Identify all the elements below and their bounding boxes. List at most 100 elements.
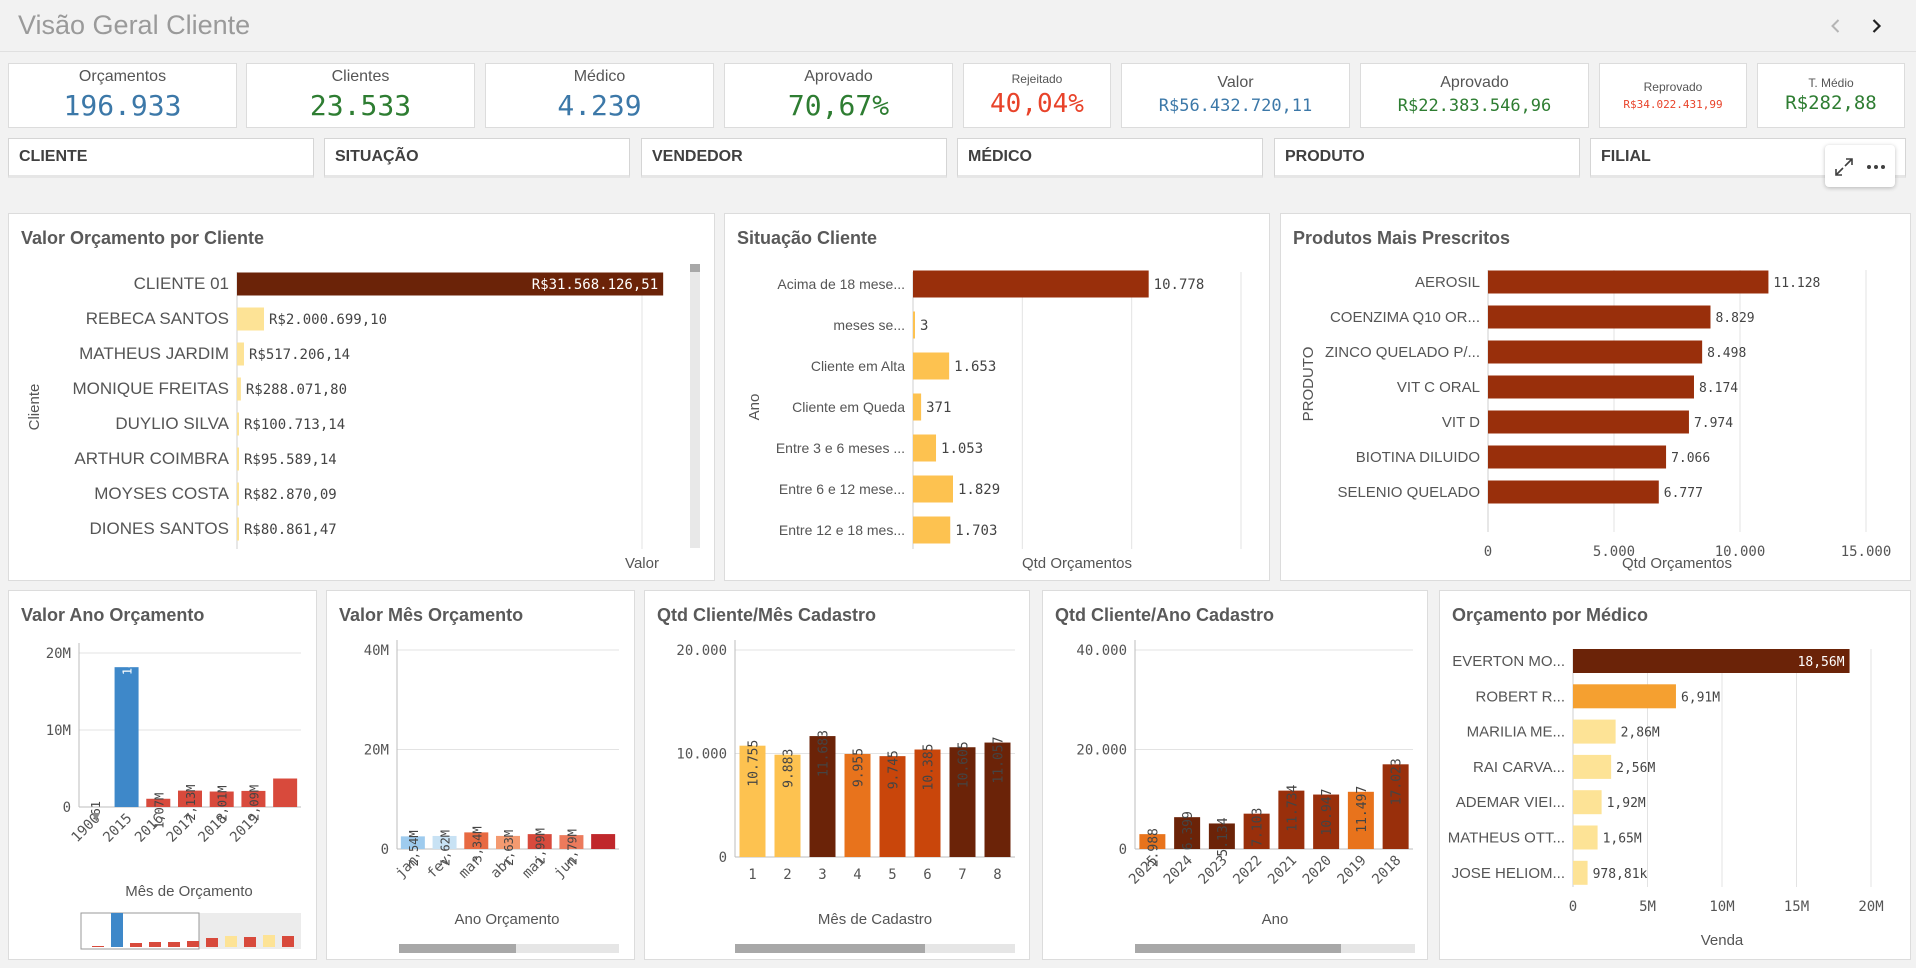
tick-label: 0 (1484, 544, 1492, 560)
tick-label: 0 (63, 800, 71, 816)
category-label: VIT C ORAL (1397, 379, 1480, 396)
data-label: 8.829 (1715, 311, 1754, 326)
tick-label: 5 (888, 867, 896, 883)
scrollbar-thumb[interactable] (1135, 944, 1341, 953)
kpi-orcamentos[interactable]: Orçamentos 196.933 (8, 63, 237, 128)
filter-vendedor[interactable]: VENDEDOR (641, 138, 947, 178)
kpi-value: R$282,88 (1785, 92, 1877, 114)
minimap-bar (187, 941, 199, 947)
panel-valor-orcamento-cliente[interactable]: Valor Orçamento por Cliente CLIENTE 01 R$… (8, 213, 1048, 582)
bar (432, 835, 457, 849)
tick-label: 2024 (1161, 853, 1196, 888)
panel-cliente-ano[interactable]: Qtd Cliente/Ano Cadastro 0 20.000 40.000 2.… (1042, 590, 1428, 960)
expand-icon[interactable] (1833, 156, 1855, 178)
filter-produto[interactable]: PRODUTO (1274, 138, 1580, 178)
data-label: 1,65M (1603, 832, 1642, 847)
scrollbar-thumb[interactable] (735, 944, 925, 953)
kpi-value: 23.533 (309, 89, 412, 122)
bar (237, 307, 265, 331)
panel-cliente-mes[interactable]: Qtd Cliente/Mês Cadastro 0 10.000 20.000 10… (644, 590, 1030, 960)
kpi-label: Aprovado (804, 68, 873, 85)
minimap-bar (111, 913, 123, 947)
panel-valor-ano[interactable]: Valor Ano Orçamento 0 10M 20M -61 1900 18,16M… (8, 590, 317, 960)
panel-situacao-cliente[interactable]: Situação Cliente Acima de 18 mese... 10.7… (724, 213, 1270, 581)
category-label: COENZIMA Q10 OR... (1330, 309, 1480, 326)
kpi-valor[interactable]: Valor R$56.432.720,11 (1121, 63, 1350, 128)
category-label: MONIQUE FREITAS (73, 379, 229, 398)
category-label: DIONES SANTOS (90, 519, 230, 538)
filter-situacao[interactable]: SITUAÇÃO (324, 138, 630, 178)
kpi-value: 196.933 (63, 89, 182, 122)
kpi-medico[interactable]: Médico 4.239 (485, 63, 714, 128)
more-options-icon[interactable] (1865, 156, 1887, 178)
kpi-rejeitado-pct[interactable]: Rejeitado 40,04% (963, 63, 1111, 128)
category-label: ROBERT R... (1476, 688, 1565, 705)
tick-label: 2021 (1265, 853, 1300, 888)
kpi-reprovado-valor[interactable]: Reprovado R$34.022.431,99 (1599, 63, 1747, 128)
chart-medico[interactable]: EVERTON MO... 18,56M ROBERT R... 6,91M MARIL… (1440, 591, 1912, 961)
tick-label: 10M (1709, 899, 1734, 915)
panel-produtos-prescritos[interactable]: Produtos Mais Prescritos AEROSIL 11.128 CO… (1280, 213, 1911, 581)
tick-label: 2020 (1300, 853, 1335, 888)
tick-label: 2018 (1369, 853, 1404, 888)
scrollbar-thumb[interactable] (690, 264, 700, 272)
bar (559, 835, 584, 849)
bar (1573, 860, 1588, 885)
kpi-label: T. Médio (1808, 76, 1854, 90)
bar (1139, 834, 1166, 849)
data-label: 3,34M (470, 826, 484, 862)
bar (1488, 480, 1659, 504)
filter-label: FILIAL (1601, 148, 1651, 165)
kpi-aprovado-pct[interactable]: Aprovado 70,67% (724, 63, 953, 128)
data-label: R$100.713,14 (244, 417, 345, 433)
data-label: 1.653 (954, 359, 996, 375)
chart-valor-cliente[interactable]: CLIENTE 01 R$31.568.126,51 REBECA SANTOS R$… (9, 214, 1048, 582)
kpi-clientes[interactable]: Clientes 23.533 (246, 63, 475, 128)
bar (913, 270, 1149, 298)
bar (949, 747, 976, 857)
panel-orcamento-medico[interactable]: Orçamento por Médico EVERTON MO... 18,56M… (1439, 590, 1911, 960)
chart-valor-mes[interactable]: 020M40M2,54Mjan2,62Mfev3,34Mmar2,63Mabr2… (327, 591, 636, 961)
bar (1488, 305, 1711, 329)
next-sheet-button[interactable] (1862, 12, 1890, 40)
kpi-label: Médico (573, 68, 626, 85)
previous-sheet-button[interactable] (1822, 12, 1850, 40)
kpi-ticket-medio[interactable]: T. Médio R$282,88 (1757, 63, 1905, 128)
kpi-aprovado-valor[interactable]: Aprovado R$22.383.546,96 (1360, 63, 1589, 128)
panel-title: Orçamento por Médico (1452, 605, 1649, 625)
chart-situacao[interactable]: Acima de 18 mese... 10.778 meses se... 3 Cli… (725, 214, 1271, 582)
chart-produtos[interactable]: AEROSIL 11.128 COENZIMA Q10 OR... 8.829 ZINC… (1281, 214, 1912, 582)
x-axis-label: Mês de Cadastro (818, 911, 932, 928)
x-axis-label: Qtd Orçamentos (1022, 555, 1132, 572)
filter-medico[interactable]: MÉDICO (957, 138, 1263, 178)
bar (1243, 813, 1270, 849)
tick-label: 10.000 (1715, 544, 1766, 560)
chart-cliente-mes[interactable]: 0 10.000 20.000 10.755 1 9.883 2 11.683 3 9.955 4 9… (645, 591, 1031, 961)
filter-cliente[interactable]: CLIENTE (8, 138, 314, 178)
panel-title: Produtos Mais Prescritos (1293, 228, 1511, 248)
bar (237, 517, 239, 541)
category-label: meses se... (833, 317, 905, 333)
data-label: 18,56M (1798, 655, 1845, 670)
bar (237, 272, 664, 296)
bar (146, 798, 171, 807)
kpi-value: 70,67% (787, 89, 890, 122)
category-label: BIOTINA DILUIDO (1356, 449, 1480, 466)
chart-cliente-ano[interactable]: 020.00040.0002.98820256.39920245.1342023… (1043, 591, 1429, 961)
minimap-bar (225, 936, 237, 947)
kpi-value: 40,04% (990, 89, 1084, 119)
scrollbar-thumb[interactable] (399, 944, 516, 953)
data-label: 5.134 (1216, 817, 1231, 856)
data-label: 2,63M (502, 830, 516, 866)
category-label: ARTHUR COIMBRA (74, 449, 229, 468)
kpi-value: R$34.022.431,99 (1623, 98, 1723, 111)
panel-title: Valor Mês Orçamento (339, 605, 524, 625)
tick-label: 20.000 (1076, 743, 1127, 759)
bar (209, 791, 234, 807)
category-label: Cliente em Alta (811, 358, 905, 374)
data-label: R$517.206,14 (249, 347, 350, 363)
data-label: -61 (89, 801, 103, 823)
bar (914, 749, 941, 857)
panel-valor-mes[interactable]: Valor Mês Orçamento 0 20M 40M 2,54M jan 2,62M… (326, 590, 635, 960)
